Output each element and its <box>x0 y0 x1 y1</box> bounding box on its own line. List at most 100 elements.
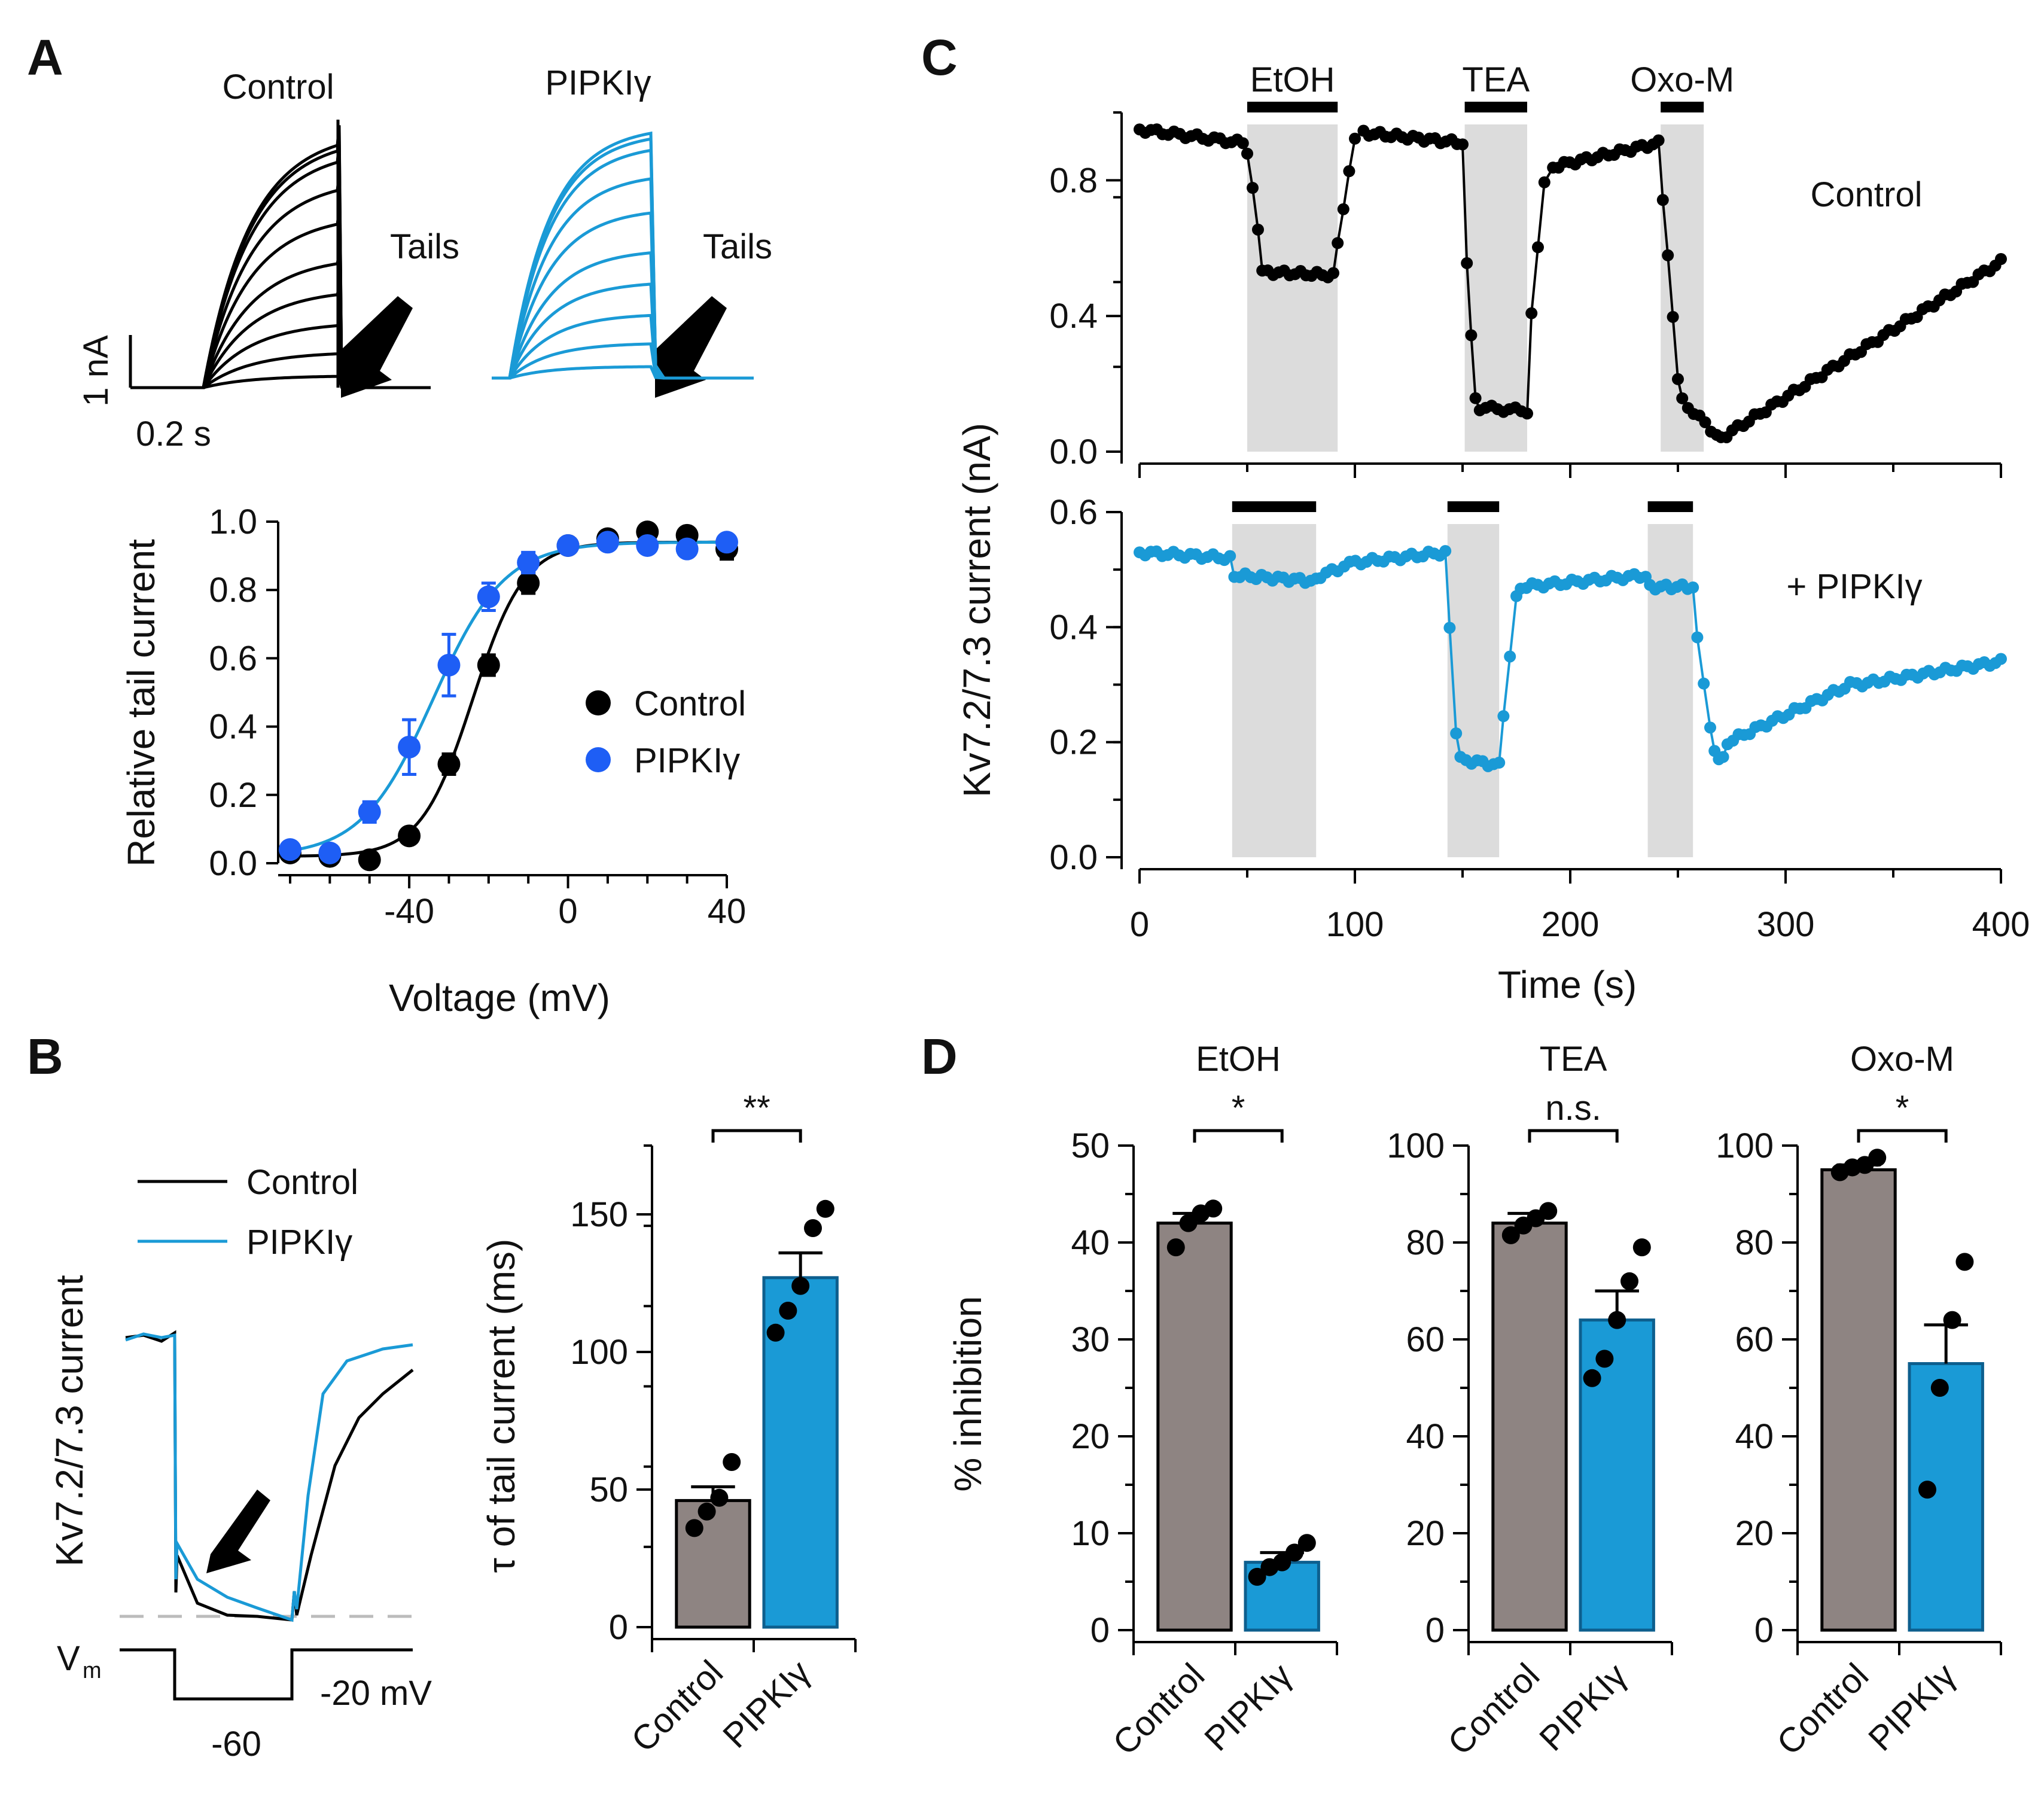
tau-ytick-label-0: 0 <box>609 1608 628 1647</box>
tail-arrow <box>206 1490 270 1573</box>
inh1-dot-0-3 <box>1539 1202 1558 1220</box>
activation-legend: Control PIPKIγ <box>586 684 746 780</box>
inhibition-title-1: TEA <box>1540 1040 1607 1079</box>
tau-dot-1-2 <box>791 1277 810 1295</box>
inh1-ytick-label-0: 0 <box>1425 1611 1445 1650</box>
control-trace-3 <box>185 319 431 389</box>
tc-point-0-98 <box>1676 392 1689 404</box>
pipki-trace-6 <box>492 211 754 380</box>
panel-label-b: B <box>27 1028 63 1085</box>
tau-dot-0-1 <box>697 1502 716 1521</box>
inh0-dot-0-0 <box>1166 1238 1185 1257</box>
tc-point-0-102 <box>1699 416 1711 428</box>
activation-ytick-label-1: 0.2 <box>209 776 257 815</box>
inh0-xlabel-1: PIPKIγ <box>1197 1656 1299 1758</box>
drug-shade-1-2 <box>1647 524 1693 857</box>
tc-ytick-label-0-1: 0.4 <box>1049 297 1098 336</box>
tau-ytick-label-2: 100 <box>570 1333 628 1372</box>
tc-point-0-19 <box>1241 147 1253 160</box>
tc-point-0-96 <box>1667 310 1679 323</box>
tc-xtick-label-1: 100 <box>1326 905 1384 944</box>
point-1-7 <box>556 534 580 557</box>
pipki-trace-3 <box>492 313 754 380</box>
tau-bar-0 <box>675 1499 751 1629</box>
inh2-sig-bracket <box>1857 1129 1948 1143</box>
tail-trace-pipki <box>125 1332 413 1622</box>
tc-point-1-55 <box>1439 545 1452 558</box>
inh0-dot-1-2 <box>1273 1553 1291 1572</box>
inh1-bar-0 <box>1491 1222 1568 1632</box>
legend-marker-control <box>586 690 611 715</box>
inh1-xlabel-0: Control <box>1440 1656 1547 1762</box>
point-0-5 <box>477 653 500 677</box>
activation-ytick-label-5: 1.0 <box>209 502 257 541</box>
inh1-ytick-label-1: 20 <box>1406 1514 1445 1553</box>
drug-label-1: TEA <box>1462 60 1530 99</box>
tau-dot-0-0 <box>685 1519 703 1537</box>
voltage-protocol <box>120 1648 413 1701</box>
tau-ytick-label-3: 150 <box>570 1195 628 1234</box>
tc-point-0-60 <box>1465 329 1478 342</box>
drug-shade-1-1 <box>1447 524 1500 857</box>
tau-dot-1-3 <box>804 1219 823 1237</box>
point-0-4 <box>437 753 461 776</box>
point-1-5 <box>477 585 500 608</box>
tc-point-0-58 <box>1457 138 1469 151</box>
series-label-pipki: + PIPKIγ <box>1786 567 1922 606</box>
inh1-dot-1-2 <box>1608 1311 1626 1329</box>
activation-curve-chart: 0.0 0.2 0.4 0.6 0.8 1.0 -40 0 40 Relative tail c… <box>120 502 746 1019</box>
timecourse-axes: 0.0 0.4 0.8 0.0 0.2 0.4 0.6 0 100 200 300 400 <box>1049 111 2030 944</box>
pipki-current-traces <box>492 131 754 380</box>
drug-label-0: EtOH <box>1250 60 1335 99</box>
drug-shade-0-0 <box>1247 124 1338 452</box>
tc-xtick-label-2: 200 <box>1542 905 1600 944</box>
control-trace-4 <box>185 287 431 389</box>
tau-dot-1-0 <box>766 1323 785 1342</box>
activation-ytick-label-4: 0.8 <box>209 571 257 610</box>
inh0-dot-1-4 <box>1297 1534 1316 1552</box>
tc-point-0-155 <box>1995 252 2007 265</box>
inh0-xlabel-0: Control <box>1105 1656 1212 1762</box>
inh2-ytick-label-3: 60 <box>1735 1320 1774 1359</box>
tau-ytick-label-1: 50 <box>589 1470 628 1509</box>
drug-bar-1-0 <box>1232 501 1317 512</box>
tc-point-1-102 <box>1698 677 1710 690</box>
tc-point-0-72 <box>1532 241 1544 254</box>
tc-point-1-57 <box>1450 727 1463 740</box>
inh1-xlabel-1: PIPKIγ <box>1532 1656 1634 1758</box>
pipki-trace-7 <box>492 177 754 380</box>
inh2-dot-1-0 <box>1918 1481 1936 1499</box>
tc-point-1-106 <box>1717 751 1729 763</box>
point-1-4 <box>437 653 461 677</box>
inh2-bar-0 <box>1820 1168 1897 1632</box>
vm-label: V <box>57 1639 80 1678</box>
tau-xlabel-0: Control <box>624 1653 730 1759</box>
tc-point-0-71 <box>1525 307 1538 319</box>
tc-point-1-67 <box>1504 650 1516 663</box>
tc-point-0-73 <box>1538 176 1550 188</box>
tc-point-1-56 <box>1443 622 1456 634</box>
inh1-sig-bracket <box>1528 1129 1619 1143</box>
scale-y-label: 1 nA <box>77 335 115 407</box>
drug-bar-0-2 <box>1661 102 1704 112</box>
inh2-dot-1-1 <box>1930 1379 1949 1397</box>
inh1-dot-1-3 <box>1620 1272 1639 1290</box>
tc-point-1-66 <box>1497 710 1510 723</box>
inh0-ytick-label-2: 20 <box>1071 1417 1110 1456</box>
tc-point-0-93 <box>1652 134 1665 147</box>
tc-point-1-65 <box>1493 756 1506 769</box>
inh0-ytick-label-4: 40 <box>1071 1223 1110 1262</box>
panel-label-d: D <box>921 1028 958 1085</box>
inhibition-title-0: EtOH <box>1196 1040 1281 1079</box>
tc-ytick-label-1-0: 0.0 <box>1049 838 1098 877</box>
control-trace-1 <box>185 373 431 389</box>
tau-dot-1-1 <box>779 1302 797 1320</box>
control-trace-5 <box>185 253 431 389</box>
inh2-ytick-label-4: 80 <box>1735 1223 1774 1262</box>
activation-axes: 0.0 0.2 0.4 0.6 0.8 1.0 -40 0 40 <box>209 502 746 931</box>
point-1-1 <box>318 841 342 864</box>
